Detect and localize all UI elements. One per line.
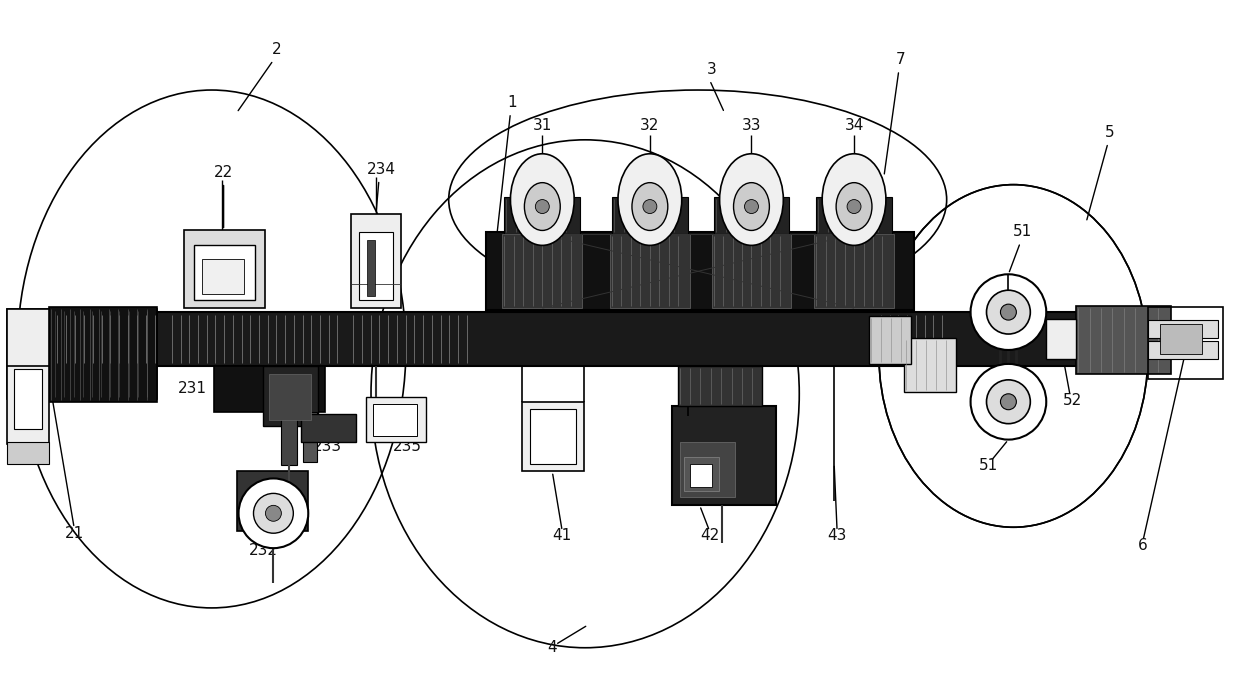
Text: 6: 6: [1138, 538, 1148, 553]
Bar: [816, 196, 892, 235]
Ellipse shape: [525, 183, 560, 231]
Bar: [269, 374, 311, 420]
Bar: [680, 442, 734, 497]
Text: 234: 234: [367, 161, 396, 176]
Text: 42: 42: [701, 528, 719, 543]
Bar: [366, 397, 425, 442]
Circle shape: [971, 364, 1047, 440]
Bar: [31, 312, 1148, 366]
Ellipse shape: [734, 183, 769, 231]
Text: 1: 1: [507, 95, 517, 110]
Bar: [1148, 341, 1218, 359]
Circle shape: [1001, 394, 1017, 410]
Bar: [301, 414, 356, 442]
Bar: [304, 412, 317, 462]
Bar: [683, 456, 719, 491]
Text: 51: 51: [1013, 224, 1032, 239]
Bar: [184, 231, 265, 308]
Bar: [281, 412, 298, 466]
Bar: [213, 366, 325, 412]
Bar: [237, 471, 309, 531]
Bar: [7, 309, 157, 399]
Circle shape: [265, 505, 281, 521]
Ellipse shape: [719, 154, 784, 246]
Bar: [486, 233, 914, 310]
Bar: [505, 196, 580, 235]
Circle shape: [987, 290, 1030, 334]
Circle shape: [987, 380, 1030, 423]
Text: 34: 34: [844, 118, 864, 133]
Bar: [502, 235, 582, 308]
Text: 2: 2: [272, 42, 281, 57]
Bar: [610, 235, 689, 308]
Circle shape: [536, 200, 549, 213]
Circle shape: [238, 478, 309, 548]
Circle shape: [847, 200, 861, 213]
Bar: [202, 259, 243, 294]
Bar: [613, 196, 688, 235]
Bar: [15, 369, 42, 429]
Bar: [712, 235, 791, 308]
Bar: [50, 307, 157, 402]
Bar: [373, 404, 417, 436]
Text: 32: 32: [640, 118, 660, 133]
Bar: [531, 409, 577, 464]
Text: 235: 235: [393, 438, 422, 453]
Text: 3: 3: [707, 62, 717, 77]
Bar: [522, 402, 584, 471]
Ellipse shape: [632, 183, 668, 231]
Bar: [1148, 320, 1218, 338]
Bar: [815, 235, 894, 308]
Ellipse shape: [836, 183, 872, 231]
Bar: [351, 213, 401, 308]
Text: 7: 7: [897, 52, 905, 67]
Text: 33: 33: [742, 118, 761, 133]
Text: 52: 52: [1063, 393, 1081, 408]
Text: 233: 233: [314, 438, 342, 453]
Ellipse shape: [511, 154, 574, 246]
Circle shape: [253, 493, 294, 534]
Bar: [689, 464, 712, 488]
Text: 22: 22: [215, 165, 233, 180]
Bar: [713, 196, 790, 235]
Circle shape: [642, 200, 657, 213]
Bar: [263, 366, 319, 425]
Bar: [869, 316, 911, 364]
Bar: [367, 240, 374, 296]
Bar: [360, 233, 393, 300]
Bar: [1148, 307, 1223, 379]
Ellipse shape: [822, 154, 885, 246]
Bar: [193, 246, 255, 300]
Bar: [672, 406, 776, 505]
Bar: [678, 366, 763, 406]
Text: 43: 43: [827, 528, 847, 543]
Bar: [7, 309, 50, 444]
Circle shape: [971, 274, 1047, 350]
Bar: [1159, 324, 1202, 354]
Text: 231: 231: [177, 381, 207, 396]
Bar: [7, 442, 50, 464]
Bar: [904, 338, 956, 392]
Text: 4: 4: [548, 640, 557, 655]
Text: 51: 51: [978, 458, 998, 473]
Text: 31: 31: [533, 118, 552, 133]
Text: 41: 41: [553, 528, 572, 543]
Text: 21: 21: [64, 526, 84, 541]
Bar: [1047, 319, 1076, 359]
Ellipse shape: [618, 154, 682, 246]
Text: 232: 232: [249, 543, 278, 558]
Bar: [1076, 306, 1171, 374]
Text: 5: 5: [1105, 124, 1115, 140]
Circle shape: [1001, 304, 1017, 320]
Circle shape: [744, 200, 759, 213]
